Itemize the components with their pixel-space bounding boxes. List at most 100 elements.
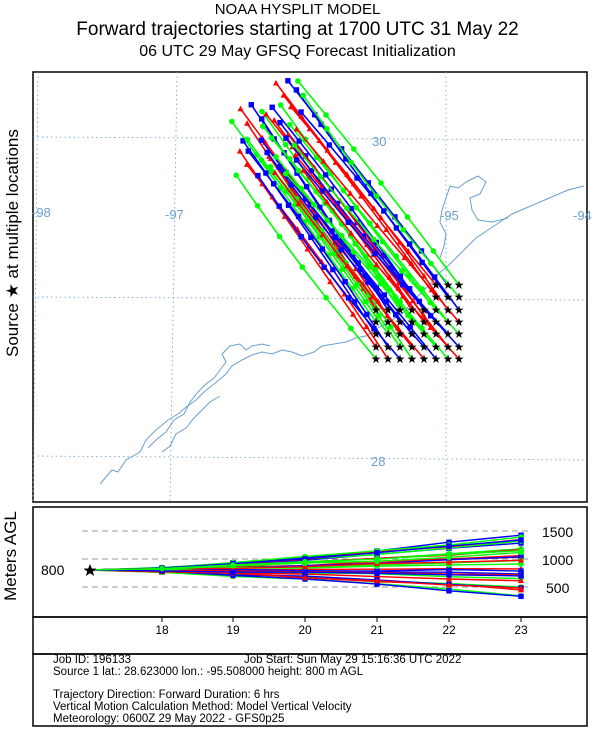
trajectory-marker — [295, 167, 302, 174]
trajectory-marker — [237, 105, 244, 112]
source-star-icon: ★ — [371, 315, 382, 329]
x-label-21: 21 — [370, 623, 384, 637]
trajectory-marker — [394, 324, 401, 331]
trajectory-marker — [258, 137, 265, 143]
height-trajectory-marker — [446, 559, 452, 565]
trajectory-marker — [273, 154, 279, 160]
trajectory-marker — [319, 188, 326, 194]
trajectory-marker — [295, 213, 302, 220]
trajectory-marker — [277, 102, 284, 108]
job-id: Job ID: 196133 — [53, 654, 132, 666]
trajectory-marker — [302, 196, 309, 202]
trajectory-marker — [313, 214, 319, 221]
source-star-icon: ★ — [454, 327, 465, 341]
source-star-icon: ★ — [443, 278, 454, 292]
trajectory-marker — [420, 311, 427, 318]
source-star-icon: ★ — [454, 290, 465, 304]
trajectory-lines — [229, 78, 460, 360]
x-label-22: 22 — [442, 623, 456, 637]
trajectory-marker — [298, 109, 304, 115]
trajectory-marker — [350, 146, 357, 152]
trajectory-marker — [295, 78, 301, 84]
height-trajectory-lines — [89, 532, 524, 600]
source-star-icon: ★ — [431, 327, 442, 341]
height-trajectory-marker — [518, 537, 524, 543]
source-star-icon: ★ — [383, 303, 394, 317]
source-star-icon: ★ — [431, 290, 442, 304]
trajectory-marker — [243, 161, 250, 167]
source-markers: ★ ★ ★★ ★ ★★ ★ ★ ★ ★ ★ ★ ★★ ★ ★ ★ ★ ★ ★ ★★ ★ ★ ★ ★ ★ ★ ★★ ★ ★ ★ ★ ★ ★ ★★ ★… — [371, 278, 465, 366]
trajectory-marker — [293, 125, 300, 132]
trajectory-marker — [365, 180, 372, 186]
trajectory-marker — [343, 156, 349, 162]
lat-label-28: 28 — [371, 454, 385, 469]
height-start-star — [83, 564, 97, 576]
trajectory-marker — [259, 116, 265, 122]
source-star-icon: ★ — [443, 290, 454, 304]
trajectory-marker — [263, 110, 270, 117]
trajectory-marker — [344, 171, 351, 177]
trajectory-marker — [406, 286, 413, 292]
source-star-icon: ★ — [407, 340, 418, 354]
trajectory-marker — [369, 293, 376, 300]
job-start: Job Start: Sun May 29 15:16:36 UTC 2022 — [244, 654, 462, 666]
y-label-1500: 1500 — [542, 524, 573, 540]
trajectory-marker — [293, 157, 300, 163]
trajectory-marker — [255, 172, 261, 179]
page-title: Forward trajectories starting at 1700 UT… — [76, 19, 519, 40]
time-axis-labels: 18 19 20 21 22 23 — [155, 623, 528, 637]
trajectory-marker — [421, 272, 428, 279]
trajectory-marker — [260, 123, 266, 130]
source-star-icon: ★ — [454, 278, 465, 292]
trajectory-marker — [298, 234, 304, 240]
height-trajectory-marker — [230, 569, 236, 575]
source-info: Source 1 lat.: 28.623000 lon.: -95.50800… — [53, 666, 364, 678]
x-label-19: 19 — [226, 623, 240, 637]
trajectory-marker — [269, 104, 275, 110]
model-title: NOAA HYSPLIT MODEL — [214, 1, 381, 18]
trajectory-marker — [264, 149, 270, 156]
trajectory-marker — [347, 190, 354, 196]
trajectory-marker — [304, 245, 311, 252]
trajectory-marker — [323, 172, 329, 178]
trajectory-marker — [323, 198, 330, 205]
gridline-lon-97 — [169, 71, 178, 503]
coastline-lagoon — [147, 343, 271, 449]
lat-label-30: 30 — [372, 134, 386, 149]
source-star-icon: ★ — [443, 340, 454, 354]
trajectory-marker — [245, 148, 252, 154]
trajectory-marker — [393, 311, 399, 318]
trajectory-marker — [387, 324, 394, 330]
trajectory-marker — [381, 292, 387, 298]
lon-label-95: -95 — [440, 208, 459, 223]
trajectory-marker — [344, 205, 350, 211]
trajectory-marker — [401, 254, 408, 261]
trajectory-marker — [392, 294, 399, 301]
trajectory-marker — [259, 108, 265, 115]
time-axis-ticks — [161, 617, 522, 622]
trajectory-marker — [308, 168, 315, 174]
y-label-500: 500 — [546, 580, 570, 596]
lon-label-97: -97 — [165, 207, 184, 222]
trajectory-marker — [326, 142, 332, 148]
height-trajectory-marker — [518, 557, 524, 563]
trajectory-marker — [351, 299, 358, 305]
trajectory-marker — [236, 148, 243, 154]
source-star-icon: ★ — [371, 340, 382, 354]
info-box-frame — [32, 653, 588, 727]
trajectory-marker — [381, 208, 387, 214]
gridline-lat-30 — [32, 136, 588, 141]
trajectory-marker — [392, 214, 398, 220]
trajectory-marker — [360, 233, 367, 239]
trajectory-marker — [282, 170, 289, 177]
source-star-icon: ★ — [431, 340, 442, 354]
trajectory-marker — [378, 180, 384, 186]
trajectory-marker — [427, 313, 434, 319]
trajectory-marker — [323, 294, 329, 301]
trajectory-marker — [372, 250, 378, 257]
source-star-icon: ★ — [371, 352, 382, 366]
trajectory-marker — [330, 266, 336, 273]
trajectory-marker — [340, 187, 347, 194]
trajectory-marker — [407, 324, 413, 330]
